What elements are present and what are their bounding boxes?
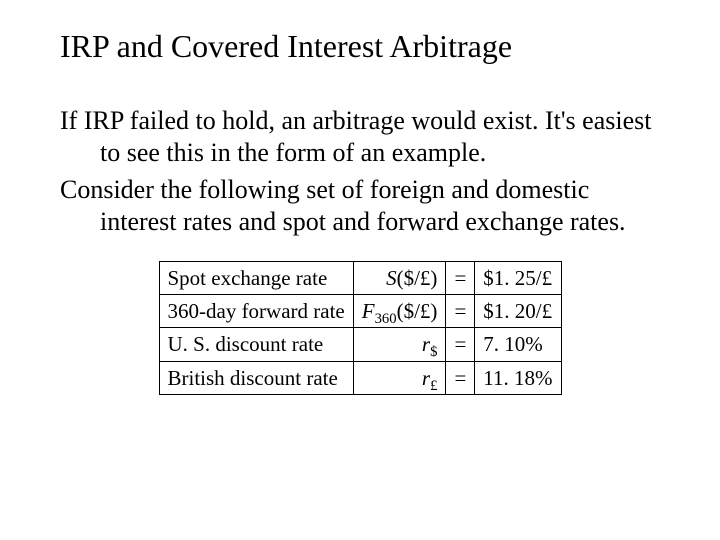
cell-value: 7. 10% [475, 328, 561, 361]
rates-table-wrap: Spot exchange rate S($/£) = $1. 25/£ 360… [60, 261, 660, 395]
cell-value: 11. 18% [475, 361, 561, 394]
paragraph-2: Consider the following set of foreign an… [60, 174, 660, 239]
cell-symbol: S($/£) [353, 261, 446, 294]
table-row: Spot exchange rate S($/£) = $1. 25/£ [159, 261, 561, 294]
cell-symbol: F360($/£) [353, 295, 446, 328]
rates-table-body: Spot exchange rate S($/£) = $1. 25/£ 360… [159, 261, 561, 394]
slide-title: IRP and Covered Interest Arbitrage [60, 28, 660, 65]
slide-body: If IRP failed to hold, an arbitrage woul… [60, 105, 660, 395]
cell-label: U. S. discount rate [159, 328, 353, 361]
sym-sub: 360 [375, 311, 397, 327]
sym-sub: $ [430, 344, 437, 360]
cell-symbol: r$ [353, 328, 446, 361]
sym-pre: F [362, 299, 375, 323]
sym-sub: £ [430, 378, 437, 394]
cell-value: $1. 20/£ [475, 295, 561, 328]
sym-pre: r [422, 332, 430, 356]
sym-pre: S [386, 266, 397, 290]
cell-equals: = [446, 261, 475, 294]
cell-symbol: r£ [353, 361, 446, 394]
cell-value: $1. 25/£ [475, 261, 561, 294]
rates-table: Spot exchange rate S($/£) = $1. 25/£ 360… [159, 261, 562, 395]
cell-equals: = [446, 295, 475, 328]
cell-label: 360-day forward rate [159, 295, 353, 328]
slide: IRP and Covered Interest Arbitrage If IR… [0, 0, 720, 540]
cell-label: Spot exchange rate [159, 261, 353, 294]
paragraph-1-text: If IRP failed to hold, an arbitrage woul… [60, 105, 660, 170]
table-row: British discount rate r£ = 11. 18% [159, 361, 561, 394]
sym-post: ($/£) [397, 266, 438, 290]
sym-post: ($/£) [397, 299, 438, 323]
cell-equals: = [446, 361, 475, 394]
cell-label: British discount rate [159, 361, 353, 394]
table-row: 360-day forward rate F360($/£) = $1. 20/… [159, 295, 561, 328]
cell-equals: = [446, 328, 475, 361]
paragraph-2-text: Consider the following set of foreign an… [60, 174, 660, 239]
sym-pre: r [422, 366, 430, 390]
paragraph-1: If IRP failed to hold, an arbitrage woul… [60, 105, 660, 170]
table-row: U. S. discount rate r$ = 7. 10% [159, 328, 561, 361]
